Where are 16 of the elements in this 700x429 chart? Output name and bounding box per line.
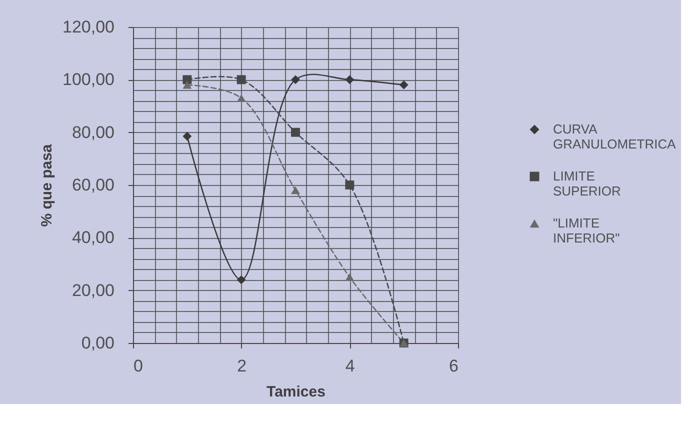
x-tick-label: 2 [237,356,247,376]
y-tick-label: 100,00 [62,70,114,90]
y-tick-label: 40,00 [72,228,114,248]
legend-label: CURVA GRANULOMETRICA [553,122,676,152]
y-tick-label: 60,00 [72,176,114,194]
y-tick-label: 120,00 [62,18,114,36]
y-tick-label: 0,00 [81,334,114,352]
legend-label: LIMITE SUPERIOR [553,168,621,198]
x-tick-label: 0 [134,356,143,376]
x-axis-title: Tamices [266,384,326,400]
legend-label: "LIMITE INFERIOR" [553,216,620,246]
y-axis-title: % que pasa [38,144,56,227]
x-tick-label: 4 [345,356,355,376]
y-tick-label: 20,00 [72,280,114,300]
y-tick-label: 80,00 [72,122,114,142]
x-tick-label: 6 [449,356,458,376]
